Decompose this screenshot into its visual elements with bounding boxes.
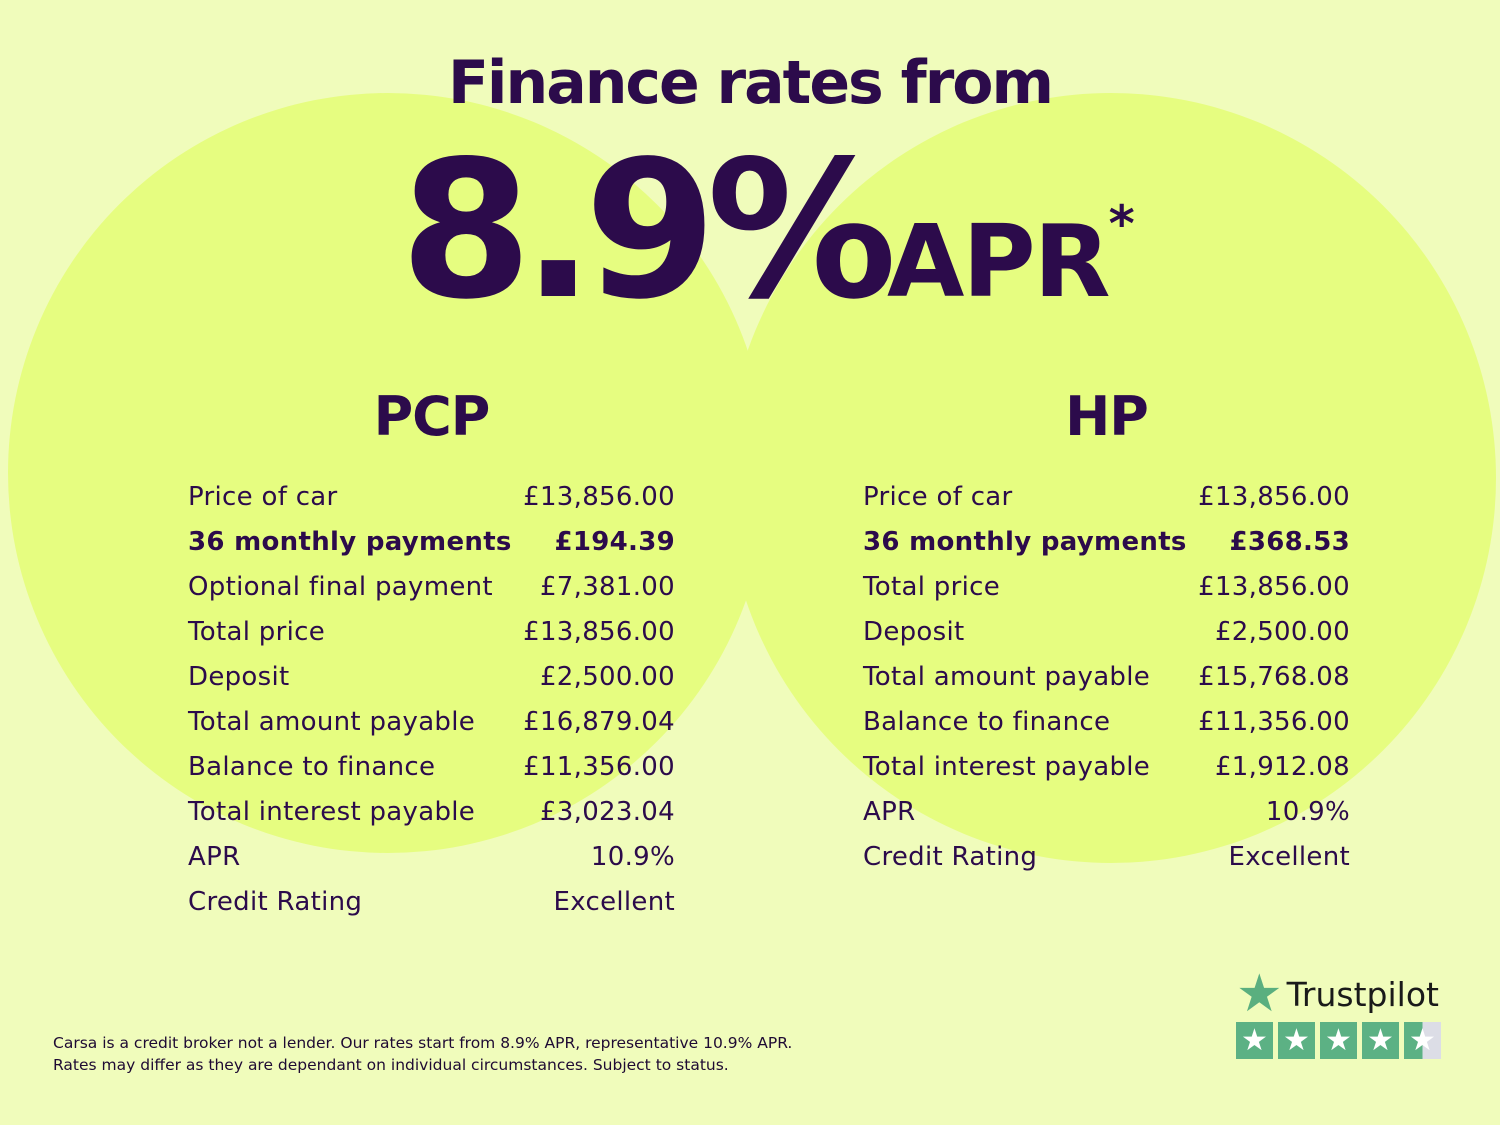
hp-row: APR 10.9% [863, 790, 1350, 835]
row-label: Total price [863, 572, 1000, 602]
row-label: Total amount payable [188, 707, 476, 737]
rating-star-icon: ★ [1362, 1022, 1399, 1059]
headline-rate: 8.9%APR* [400, 120, 1135, 341]
row-value: £13,856.00 [523, 482, 675, 512]
hp-title: HP [1065, 385, 1149, 448]
row-value: £13,856.00 [1198, 482, 1350, 512]
row-value: £1,912.08 [1214, 752, 1350, 782]
disclaimer-line-1: Carsa is a credit broker not a lender. O… [53, 1034, 793, 1052]
pcp-row: Balance to finance £11,356.00 [188, 745, 675, 790]
row-label: Total amount payable [863, 662, 1151, 692]
row-label: Price of car [188, 482, 338, 512]
hp-row: Deposit £2,500.00 [863, 610, 1350, 655]
row-label: 36 monthly payments [863, 527, 1187, 557]
rate-suffix: APR [886, 203, 1111, 320]
row-label: Total interest payable [863, 752, 1151, 782]
row-label: APR [863, 797, 916, 827]
row-label: Optional final payment [188, 572, 493, 602]
row-value: £15,768.08 [1198, 662, 1350, 692]
row-value: 10.9% [590, 842, 675, 872]
pcp-row: Deposit £2,500.00 [188, 655, 675, 700]
rating-star-icon: ★ [1278, 1022, 1315, 1059]
pcp-table: PCP Price of car £13,856.00 36 monthly pay… [188, 385, 675, 925]
left-background-circle [8, 93, 768, 853]
row-value: £2,500.00 [1214, 617, 1350, 647]
hp-row: Price of car £13,856.00 [863, 475, 1350, 520]
row-value: £16,879.04 [523, 707, 675, 737]
disclaimer-line-2: Rates may differ as they are dependant o… [53, 1056, 729, 1074]
row-value: £13,856.00 [1198, 572, 1350, 602]
pcp-row: APR 10.9% [188, 835, 675, 880]
row-label: Price of car [863, 482, 1013, 512]
asterisk: * [1108, 195, 1135, 253]
pcp-row: Total interest payable £3,023.04 [188, 790, 675, 835]
row-label: Deposit [863, 617, 965, 647]
pcp-row: Total amount payable £16,879.04 [188, 700, 675, 745]
trustpilot-badge: ★ Trustpilot ★ ★ ★ ★ ★ [1236, 964, 1441, 1059]
row-label: Deposit [188, 662, 290, 692]
row-value: Excellent [1228, 842, 1350, 872]
pcp-row: Price of car £13,856.00 [188, 475, 675, 520]
disclaimer: Carsa is a credit broker not a lender. O… [53, 1032, 792, 1076]
trustpilot-logo-text: Trustpilot [1286, 974, 1439, 1014]
rating-star-icon: ★ [1404, 1022, 1441, 1059]
pcp-row: Credit Rating Excellent [188, 880, 675, 925]
right-background-circle [726, 93, 1496, 863]
hp-row: Total price £13,856.00 [863, 565, 1350, 610]
row-value: £3,023.04 [539, 797, 675, 827]
row-value: £11,356.00 [1198, 707, 1350, 737]
row-label: APR [188, 842, 241, 872]
rating-star-icon: ★ [1236, 1022, 1273, 1059]
row-label: Total interest payable [188, 797, 476, 827]
hp-row: Total amount payable £15,768.08 [863, 655, 1350, 700]
row-value: £368.53 [1229, 527, 1350, 557]
row-value: £11,356.00 [523, 752, 675, 782]
row-value: £13,856.00 [523, 617, 675, 647]
hp-row: 36 monthly payments £368.53 [863, 520, 1350, 565]
row-label: Credit Rating [863, 842, 1038, 872]
hp-row: Total interest payable £1,912.08 [863, 745, 1350, 790]
pcp-row: Total price £13,856.00 [188, 610, 675, 655]
hp-table: HP Price of car £13,856.00 36 monthly paym… [863, 385, 1350, 880]
trustpilot-logo: ★ Trustpilot [1236, 964, 1441, 1024]
headline: Finance rates from [447, 48, 1054, 118]
row-label: 36 monthly payments [188, 527, 512, 557]
row-value: £7,381.00 [539, 572, 675, 602]
row-label: Total price [188, 617, 325, 647]
pcp-title: PCP [373, 385, 491, 448]
pcp-row: Optional final payment £7,381.00 [188, 565, 675, 610]
rating-star-icon: ★ [1320, 1022, 1357, 1059]
row-value: 10.9% [1265, 797, 1350, 827]
row-label: Credit Rating [188, 887, 363, 917]
rate-value: 8.9% [400, 120, 897, 341]
trustpilot-rating: ★ ★ ★ ★ ★ [1236, 1022, 1441, 1059]
row-label: Balance to finance [188, 752, 436, 782]
hp-row: Credit Rating Excellent [863, 835, 1350, 880]
pcp-row: 36 monthly payments £194.39 [188, 520, 675, 565]
trustpilot-star-icon: ★ [1236, 964, 1283, 1024]
row-value: Excellent [553, 887, 675, 917]
row-label: Balance to finance [863, 707, 1111, 737]
row-value: £194.39 [554, 527, 675, 557]
hp-row: Balance to finance £11,356.00 [863, 700, 1350, 745]
row-value: £2,500.00 [539, 662, 675, 692]
